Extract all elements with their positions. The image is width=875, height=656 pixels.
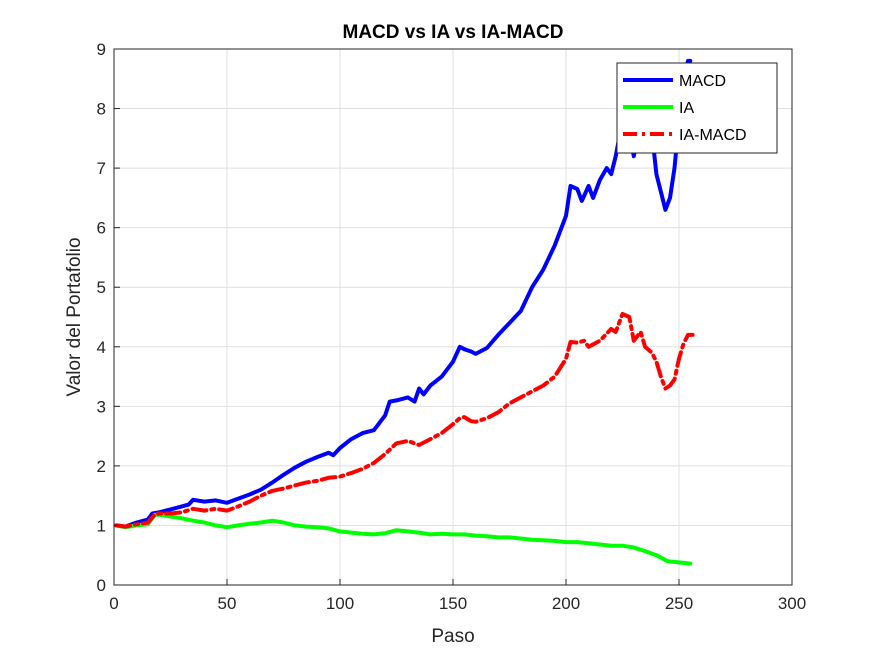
y-tick-label: 3 [97,397,106,416]
x-tick-label: 50 [218,594,237,613]
y-tick-label: 7 [97,159,106,178]
legend-label: IA-MACD [679,127,747,144]
x-axis-label: Paso [431,626,474,647]
series-line-ia-macd [114,312,695,529]
y-tick-label: 6 [97,219,106,238]
y-tick-label: 8 [97,100,106,119]
x-tick-label: 250 [665,594,693,613]
y-tick-label: 4 [97,338,106,357]
y-tick-label: 1 [97,516,106,535]
legend: MACD IA IA-MACD [616,62,778,154]
y-tick-label: 5 [97,278,106,297]
x-tick-label: 200 [552,594,580,613]
chart-title: MACD vs IA vs IA-MACD [343,22,564,43]
x-tick-label: 100 [326,594,354,613]
x-tick-label: 0 [109,594,118,613]
y-tick-label: 9 [97,40,106,59]
x-tick-label: 300 [778,594,806,613]
series-line-ia [114,512,693,566]
y-axis-label: Valor del Portafolio [64,237,85,396]
legend-label: MACD [679,73,726,90]
y-tick-label: 2 [97,457,106,476]
legend-label: IA [679,100,694,117]
x-tick-label: 150 [439,594,467,613]
ticks: 0 50 100 150 200 250 300 0 1 2 3 4 5 6 7 8 9 [97,40,807,613]
y-tick-label: 0 [97,576,106,595]
